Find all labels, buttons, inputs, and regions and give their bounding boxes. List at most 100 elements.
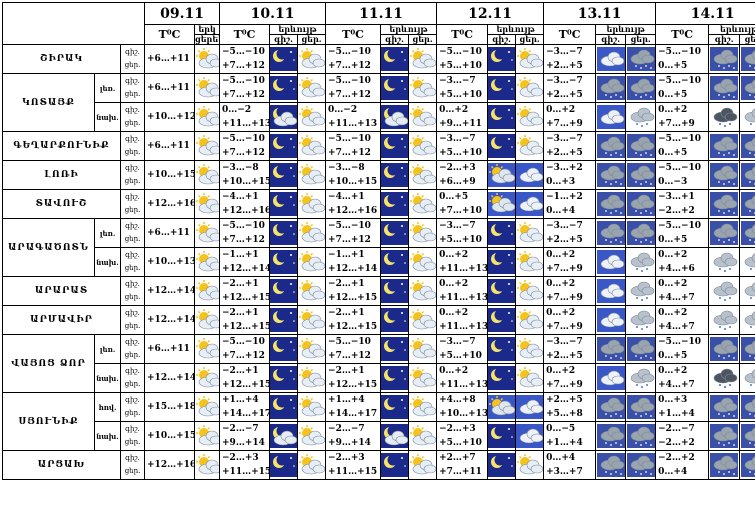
moon-night-icon <box>488 453 515 477</box>
partly-sunny-icon <box>516 221 543 245</box>
weather-cell <box>739 247 755 277</box>
partly-sunny-icon <box>409 192 436 216</box>
rain-snow-icon <box>626 221 655 245</box>
cloudy-icon <box>596 366 625 390</box>
region-name: ԳԵՂԱՐՔՈՒՆԻՔ <box>2 131 121 161</box>
subregion-label: նախ. <box>94 102 121 132</box>
temperature-cell: +12…+14 <box>144 305 196 335</box>
weather-cell <box>515 131 545 161</box>
weather-cell <box>515 160 545 190</box>
temperature-cell: −4…+1 +12…+16 <box>325 189 382 219</box>
moon-night-icon <box>488 424 515 448</box>
weather-cell <box>408 160 438 190</box>
weather-cell <box>194 450 221 480</box>
temperature-cell: −5…−10 0…+5 <box>655 44 710 74</box>
temperature-cell: −3…−7 +2…+5 <box>543 44 597 74</box>
temperature-cell: −5…−10 +7…+12 <box>219 73 271 103</box>
weather-cell <box>297 363 327 393</box>
moon-night-icon <box>270 366 297 390</box>
weather-cell <box>380 450 410 480</box>
temperature-cell: −3…−7 +5…+10 <box>436 73 489 103</box>
partly-sunny-icon <box>409 424 436 448</box>
partly-sunny-icon <box>409 76 436 100</box>
weather-cell <box>739 276 755 306</box>
weather-cell <box>595 102 627 132</box>
partly-sunny-icon <box>298 163 325 187</box>
temperature-cell: +10…+15 <box>144 421 196 451</box>
rain-snow-icon <box>710 424 739 448</box>
night-day-label: գիշ. ցեր. <box>119 73 146 103</box>
weather-cell <box>194 363 221 393</box>
corner-cell <box>1 2 146 45</box>
date-header: 13.11 <box>543 2 657 25</box>
temperature-cell: −5…−10 +7…+12 <box>219 218 271 248</box>
cloudy-icon <box>596 308 625 332</box>
rain-snow-icon <box>740 221 755 245</box>
temperature-cell: −3…−8 +10…+15 <box>219 160 271 190</box>
temperature-cell: +6…+11 <box>144 44 196 74</box>
temperature-cell: −2…+3 +5…+10 <box>436 421 489 451</box>
cloudy-icon <box>596 47 625 71</box>
region-name: ՏԱՎՈՒՇ <box>2 189 121 219</box>
weather-cell <box>297 44 327 74</box>
partly-sunny-icon <box>195 395 219 419</box>
weather-cell <box>625 334 657 364</box>
partly-sunny-icon <box>298 424 325 448</box>
moon-night-icon <box>381 366 408 390</box>
moon-night-icon <box>270 134 297 158</box>
moon-night-icon <box>488 221 515 245</box>
temperature-cell: −2…+1 +12…+15 <box>325 276 382 306</box>
weather-cell <box>194 218 221 248</box>
temperature-cell: −3…−7 +2…+5 <box>543 73 597 103</box>
weather-cell <box>408 218 438 248</box>
weather-cell <box>595 44 627 74</box>
table-row: ԳԵՂԱՐՔՈՒՆԻՔ գիշ. ցեր. +6…+11 −5…−10 +7…+12 −5…… <box>2 131 755 161</box>
subregion-label: լեռ. <box>94 218 121 248</box>
weather-cell <box>297 450 327 480</box>
rain-snow-icon <box>626 163 655 187</box>
partly-sunny-icon <box>298 76 325 100</box>
moon-night-icon <box>381 308 408 332</box>
weather-cell <box>739 363 755 393</box>
weather-cell <box>595 247 627 277</box>
weather-cell <box>625 102 657 132</box>
night-day-label: գիշ. ցեր. <box>119 44 146 74</box>
partly-sunny-icon <box>516 337 543 361</box>
moon-cloud-icon <box>270 424 297 448</box>
moon-night-icon <box>381 192 408 216</box>
night-day-label: գիշ. ցեր. <box>119 276 146 306</box>
rain-snow-icon <box>596 395 625 419</box>
temperature-cell: −2…+1 +12…+15 <box>325 363 382 393</box>
weather-cell <box>708 276 741 306</box>
moon-night-icon <box>270 47 297 71</box>
rain-snow-icon <box>710 453 739 477</box>
temperature-cell: +15…+18 <box>144 392 196 422</box>
table-row: ԿՈՏԱՅՔ լեռ. գիշ. ցեր. +6…+11 −5…−10 +7…+12 −5…−… <box>2 73 755 132</box>
weather-cell <box>708 44 741 74</box>
moon-night-icon <box>270 337 297 361</box>
temperature-cell: −2…+1 +12…+15 <box>325 305 382 335</box>
cloudy-icon <box>596 279 625 303</box>
partly-sunny-icon <box>516 134 543 158</box>
date-header: 09.11 <box>144 2 221 25</box>
partly-sunny-icon <box>409 105 436 129</box>
moon-night-icon <box>270 250 297 274</box>
weather-cell <box>595 334 627 364</box>
weather-cell <box>487 276 517 306</box>
partly-sunny-icon <box>298 308 325 332</box>
moon-night-icon <box>488 366 515 390</box>
sun-cloud-icon <box>488 395 515 419</box>
temperature-cell: −3…−7 +5…+10 <box>436 131 489 161</box>
weather-cell <box>515 73 545 103</box>
night-day-label: գիշ. ցեր. <box>119 131 146 161</box>
rain-snow-icon <box>626 424 655 448</box>
weather-cell <box>194 131 221 161</box>
weather-cell <box>708 131 741 161</box>
region-name: ԿՈՏԱՅՔ <box>2 73 95 132</box>
temperature-cell: −5…−10 +7…+12 <box>325 73 382 103</box>
partly-sunny-icon <box>516 250 543 274</box>
weather-cell <box>625 218 657 248</box>
weather-cell <box>487 73 517 103</box>
partly-sunny-icon <box>409 453 436 477</box>
partly-sunny-icon <box>409 163 436 187</box>
